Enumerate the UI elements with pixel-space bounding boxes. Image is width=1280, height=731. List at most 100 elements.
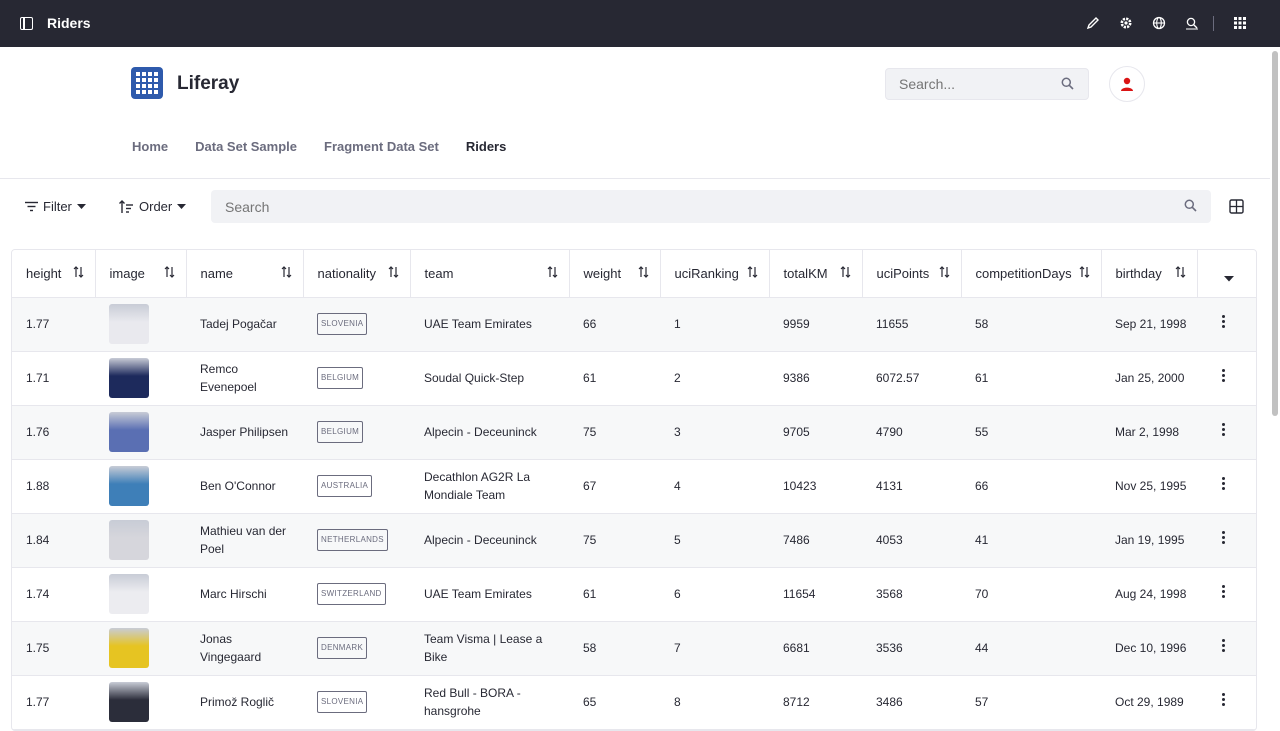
sort-arrows-icon[interactable]	[747, 266, 758, 281]
cell-weight: 75	[569, 513, 660, 568]
view-grid-icon[interactable]	[1229, 199, 1244, 219]
cell-value: 75	[583, 425, 597, 439]
table-row[interactable]: 1.77 Primož Roglič SLOVENIA Red Bull - BORA…	[12, 675, 1256, 730]
liferay-logo[interactable]	[131, 67, 163, 99]
more-actions-icon[interactable]	[1222, 529, 1226, 546]
apps-grid-icon[interactable]	[1232, 15, 1248, 31]
cell-value: 9386	[783, 371, 810, 385]
more-actions-icon[interactable]	[1222, 367, 1226, 384]
sort-arrows-icon[interactable]	[281, 266, 292, 281]
pencil-icon[interactable]	[1085, 15, 1101, 31]
column-header-label: uciPoints	[876, 265, 930, 281]
sort-arrows-icon[interactable]	[1079, 266, 1090, 281]
cell-value: Team Visma | Lease a Bike	[424, 632, 543, 664]
cell-ucipoints: 3536	[862, 621, 961, 676]
more-actions-icon[interactable]	[1222, 475, 1226, 492]
table-row[interactable]: 1.77 Tadej Pogačar SLOVENIA UAE Team Emirat…	[12, 297, 1256, 352]
column-header-label: name	[200, 265, 234, 281]
cell-value: Soudal Quick-Step	[424, 371, 525, 385]
cell-value: 4	[674, 479, 681, 493]
cell-competitiondays: 61	[961, 351, 1101, 406]
search-document-icon[interactable]	[1184, 15, 1200, 31]
header-search[interactable]	[885, 68, 1089, 100]
more-actions-icon[interactable]	[1222, 421, 1226, 438]
table-search[interactable]	[211, 190, 1211, 223]
column-header-weight[interactable]: weight	[569, 250, 661, 298]
search-icon[interactable]	[1184, 199, 1197, 217]
cell-weight: 66	[569, 297, 660, 352]
cell-competitiondays: 41	[961, 513, 1101, 568]
sort-arrows-icon[interactable]	[547, 266, 558, 281]
nav-item-riders[interactable]: Riders	[465, 139, 507, 154]
cell-value: UAE Team Emirates	[424, 587, 532, 601]
column-header-image[interactable]: image	[95, 250, 187, 298]
table-row[interactable]: 1.74 Marc Hirschi SWITZERLAND UAE Team Emir…	[12, 567, 1256, 622]
nav-item-data-set-sample[interactable]: Data Set Sample	[195, 139, 297, 154]
cell-image	[95, 297, 186, 352]
page-title: Riders	[47, 15, 91, 31]
user-avatar[interactable]	[1109, 66, 1145, 102]
nav-item-home[interactable]: Home	[132, 139, 169, 154]
header-search-input[interactable]	[886, 69, 1046, 99]
cell-name: Jasper Philipsen	[186, 405, 303, 460]
cell-value: 55	[975, 425, 989, 439]
table-search-input[interactable]	[211, 190, 1111, 223]
filter-label: Filter	[43, 199, 72, 214]
site-navigation: Home Data Set Sample Fragment Data Set R…	[132, 139, 533, 154]
column-header-height[interactable]: height	[12, 250, 96, 298]
order-button[interactable]: Order	[119, 199, 187, 214]
column-header-ucipoints[interactable]: uciPoints	[862, 250, 962, 298]
column-header-birthday[interactable]: birthday	[1101, 250, 1198, 298]
table-body: 1.77 Tadej Pogačar SLOVENIA UAE Team Emirat…	[12, 297, 1256, 730]
gear-icon[interactable]	[1118, 15, 1134, 31]
table-row[interactable]: 1.76 Jasper Philipsen BELGIUM Alpecin - Dec…	[12, 405, 1256, 460]
cell-value: 3568	[876, 587, 903, 601]
cell-nationality: NETHERLANDS	[303, 513, 410, 568]
sort-arrows-icon[interactable]	[840, 266, 851, 281]
table-row[interactable]: 1.84 Mathieu van der Poel NETHERLANDS Alpec…	[12, 513, 1256, 568]
cell-value: 70	[975, 587, 989, 601]
table-row[interactable]: 1.71 Remco Evenepoel BELGIUM Soudal Quick-S…	[12, 351, 1256, 406]
more-actions-icon[interactable]	[1222, 691, 1226, 708]
column-header-team[interactable]: team	[410, 250, 570, 298]
column-header-totalkm[interactable]: totalKM	[769, 250, 863, 298]
site-brand[interactable]: Liferay	[177, 73, 240, 94]
globe-icon[interactable]	[1151, 15, 1167, 31]
sort-arrows-icon[interactable]	[939, 266, 950, 281]
cell-value: 1.77	[26, 317, 50, 331]
sort-arrows-icon[interactable]	[638, 266, 649, 281]
sort-arrows-icon[interactable]	[1175, 266, 1186, 281]
cell-nationality: AUSTRALIA	[303, 459, 410, 514]
more-actions-icon[interactable]	[1222, 637, 1226, 654]
cell-nationality: SLOVENIA	[303, 297, 410, 352]
sidebar-toggle-icon[interactable]	[20, 17, 33, 30]
caret-down-icon[interactable]	[1223, 270, 1234, 285]
nationality-badge: BELGIUM	[317, 421, 364, 443]
table-row[interactable]: 1.75 Jonas Vingegaard DENMARK Team Visma | …	[12, 621, 1256, 676]
sort-arrows-icon[interactable]	[164, 266, 175, 281]
cell-image	[95, 405, 186, 460]
scrollbar-thumb[interactable]	[1272, 51, 1278, 416]
column-header-nationality[interactable]: nationality	[303, 250, 411, 298]
cell-totalkm: 7486	[769, 513, 862, 568]
cell-value: Red Bull - BORA - hansgrohe	[424, 686, 521, 718]
filter-button[interactable]: Filter	[25, 199, 86, 214]
more-actions-icon[interactable]	[1222, 583, 1226, 600]
sort-arrows-icon[interactable]	[388, 266, 399, 281]
cell-name: Marc Hirschi	[186, 567, 303, 622]
search-icon[interactable]	[1061, 77, 1074, 95]
cell-value: 6072.57	[876, 371, 920, 385]
cell-height: 1.76	[12, 405, 95, 460]
nav-item-fragment-data-set[interactable]: Fragment Data Set	[324, 139, 439, 154]
top-bar: Riders	[0, 0, 1280, 47]
column-header-uciranking[interactable]: uciRanking	[660, 250, 770, 298]
cell-team: Alpecin - Deceuninck	[410, 405, 569, 460]
column-options-header[interactable]	[1197, 250, 1256, 298]
cell-value: 65	[583, 695, 597, 709]
sort-arrows-icon[interactable]	[73, 266, 84, 281]
page-scrollbar[interactable]	[1270, 47, 1280, 720]
column-header-competitiondays[interactable]: competitionDays	[961, 250, 1102, 298]
table-row[interactable]: 1.88 Ben O'Connor AUSTRALIA Decathlon AG2R …	[12, 459, 1256, 514]
more-actions-icon[interactable]	[1222, 313, 1226, 330]
column-header-name[interactable]: name	[186, 250, 304, 298]
